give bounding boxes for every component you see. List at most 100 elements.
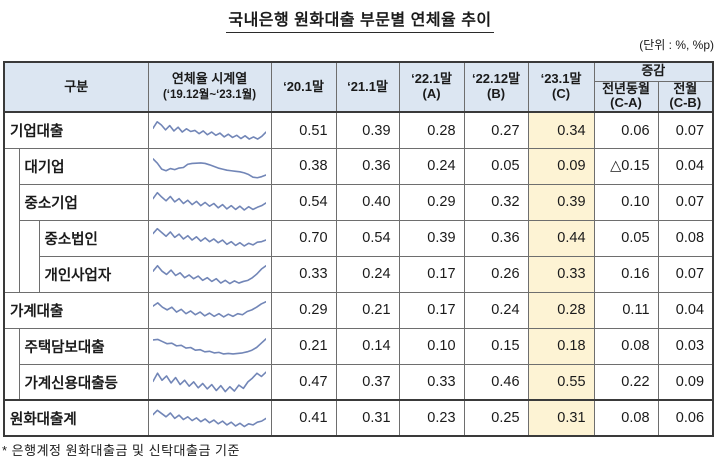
col-header-sparkline: 연체율 시계열 (‘19.12월~‘23.1월) <box>147 61 272 113</box>
table-row-sole-proprietor: 개인사업자 0.33 0.24 0.17 0.26 0.33 0.16 0.07 <box>4 255 714 293</box>
cell-value: 0.07 <box>657 183 714 221</box>
cell-value: 0.10 <box>593 183 659 221</box>
cell-value: 0.16 <box>593 255 659 293</box>
sparkline-cell <box>147 327 272 365</box>
sparkline-cell <box>147 219 272 257</box>
table-row-sme-corp: 중소법인 0.70 0.54 0.39 0.36 0.44 0.05 0.08 <box>4 219 714 293</box>
cell-value: 0.36 <box>463 219 529 257</box>
cell-value: 0.14 <box>335 327 400 365</box>
cell-value: 0.39 <box>398 219 465 257</box>
footnote: * 은행계정 원화대출금 및 신탁대출금 기준 <box>2 443 240 458</box>
sparkline-chart <box>153 226 266 253</box>
sparkline-cell <box>147 147 272 185</box>
cell-value: 0.24 <box>398 147 465 185</box>
cell-value: 0.29 <box>398 183 465 221</box>
cell-value-highlight: 0.39 <box>527 183 595 221</box>
table-row-household-credit: 가계신용대출등 0.47 0.37 0.33 0.46 0.55 0.22 0.… <box>4 363 714 401</box>
sparkline-cell <box>147 183 272 221</box>
cell-value: 0.07 <box>657 111 714 149</box>
sparkline-chart <box>153 334 266 361</box>
row-label: 개인사업자 <box>38 255 149 293</box>
cell-value: 0.46 <box>463 363 529 401</box>
cell-value: 0.15 <box>463 327 529 365</box>
cell-value: 0.04 <box>657 147 714 185</box>
cell-value: 0.08 <box>593 327 659 365</box>
col-header-change-mom: 전월 (C-B) <box>657 80 714 113</box>
indent-strip <box>3 147 20 293</box>
cell-value: 0.04 <box>657 291 714 329</box>
unit-note: (단위 : %, %p) <box>639 38 714 52</box>
cell-value-highlight: 0.18 <box>527 327 595 365</box>
cell-value: 0.03 <box>657 327 714 365</box>
cell-value: 0.33 <box>398 363 465 401</box>
cell-value-highlight: 0.31 <box>527 399 595 437</box>
cell-value: 0.21 <box>270 327 337 365</box>
cell-value: 0.06 <box>593 111 659 149</box>
cell-value: 0.29 <box>270 291 337 329</box>
row-label: 중소법인 <box>38 219 149 257</box>
sparkline-cell <box>147 363 272 401</box>
sparkline-chart <box>153 298 266 325</box>
cell-value: 0.40 <box>335 183 400 221</box>
page-title: 국내은행 원화대출 부문별 연체율 추이 <box>226 6 494 33</box>
col-header-period-2: ‘22.1말 (A) <box>398 61 465 113</box>
cell-value-highlight: 0.09 <box>527 147 595 185</box>
cell-value: 0.54 <box>335 219 400 257</box>
cell-value-highlight: 0.55 <box>527 363 595 401</box>
page-title-wrap: 국내은행 원화대출 부문별 연체율 추이 <box>0 6 720 33</box>
table-row-corporate: 기업대출 0.51 0.39 0.28 0.27 0.34 0.06 0.07 <box>3 111 714 149</box>
col-header-category: 구분 <box>3 61 149 113</box>
cell-value: 0.32 <box>463 183 529 221</box>
sparkline-chart <box>153 370 266 397</box>
cell-value: 0.36 <box>335 147 400 185</box>
sparkline-chart <box>153 154 266 181</box>
col-header-change-yoy: 전년동월 (C-A) <box>593 80 659 113</box>
sparkline-header-line1: 연체율 시계열 <box>171 71 248 87</box>
cell-value: 0.33 <box>270 255 337 293</box>
row-label: 대기업 <box>18 147 149 185</box>
sparkline-cell <box>147 255 272 293</box>
col-header-period-4: ‘23.1말 (C) <box>527 61 595 113</box>
cell-value: 0.28 <box>398 111 465 149</box>
row-label: 기업대출 <box>3 111 149 149</box>
cell-value: 0.70 <box>270 219 337 257</box>
cell-value: 0.51 <box>270 111 337 149</box>
table-row-mortgage: 주택담보대출 0.21 0.14 0.10 0.15 0.18 0.08 0.0… <box>3 327 714 401</box>
cell-value: 0.24 <box>463 291 529 329</box>
col-header-period-0: ‘20.1말 <box>270 61 337 113</box>
delinquency-table-wrap: 구분 연체율 시계열 (‘19.12월~‘23.1월) ‘20.1말 ‘21.1… <box>3 61 715 438</box>
cell-value: 0.39 <box>335 111 400 149</box>
sparkline-chart <box>153 262 266 289</box>
cell-value: 0.47 <box>270 363 337 401</box>
row-label: 주택담보대출 <box>18 327 149 365</box>
cell-value: 0.08 <box>593 399 659 437</box>
cell-value: 0.09 <box>657 363 714 401</box>
sparkline-cell <box>147 291 272 329</box>
cell-value: 0.24 <box>335 255 400 293</box>
cell-value: 0.17 <box>398 291 465 329</box>
table-header: 구분 연체율 시계열 (‘19.12월~‘23.1월) ‘20.1말 ‘21.1… <box>3 61 714 113</box>
sparkline-cell <box>147 111 272 149</box>
table-row-total: 원화대출계 0.41 0.31 0.23 0.25 0.31 0.08 0.06 <box>3 399 714 437</box>
sparkline-chart <box>153 406 266 433</box>
col-header-change: 증감 <box>593 61 714 82</box>
cell-value-highlight: 0.34 <box>527 111 595 149</box>
row-label: 가계신용대출등 <box>18 363 149 401</box>
table-row-household: 가계대출 0.29 0.21 0.17 0.24 0.28 0.11 0.04 <box>3 291 714 329</box>
cell-value: 0.22 <box>593 363 659 401</box>
cell-value: △0.15 <box>593 147 659 185</box>
cell-value-highlight: 0.44 <box>527 219 595 257</box>
cell-value: 0.08 <box>657 219 714 257</box>
row-label: 원화대출계 <box>3 399 149 437</box>
cell-value: 0.11 <box>593 291 659 329</box>
indent-strip <box>3 327 20 401</box>
cell-value: 0.10 <box>398 327 465 365</box>
cell-value: 0.06 <box>657 399 714 437</box>
row-label: 중소기업 <box>18 183 149 221</box>
cell-value: 0.23 <box>398 399 465 437</box>
cell-value: 0.41 <box>270 399 337 437</box>
indent-strip <box>18 219 40 293</box>
cell-value: 0.25 <box>463 399 529 437</box>
row-label: 가계대출 <box>3 291 149 329</box>
